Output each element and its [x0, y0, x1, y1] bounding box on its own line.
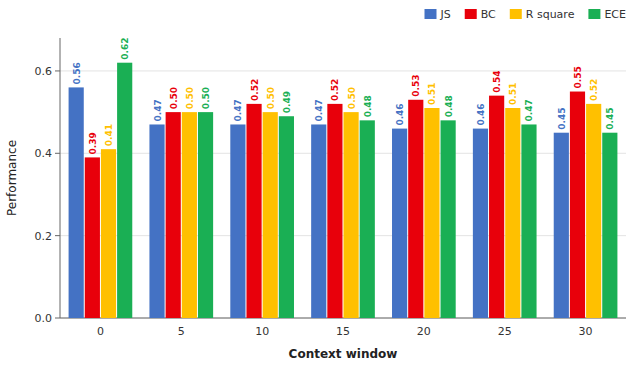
- y-axis-line: [60, 38, 61, 318]
- data-label: 0.55: [573, 66, 583, 88]
- bar: [198, 112, 213, 318]
- data-label: 0.50: [347, 87, 357, 109]
- data-label: 0.53: [411, 75, 421, 97]
- bar: [521, 124, 536, 318]
- data-label: 0.52: [330, 79, 340, 101]
- bar: [586, 104, 601, 318]
- x-tick-label: 25: [498, 325, 512, 338]
- legend-item: JS: [425, 8, 451, 21]
- data-label: 0.48: [363, 95, 373, 117]
- y-tick: [55, 235, 60, 236]
- data-label: 0.50: [201, 87, 211, 109]
- data-label: 0.51: [508, 83, 518, 105]
- data-label: 0.47: [153, 99, 163, 121]
- x-axis-title: Context window: [289, 347, 398, 361]
- legend-swatch: [510, 9, 522, 19]
- y-tick: [55, 153, 60, 154]
- bar: [505, 108, 520, 318]
- data-label: 0.47: [314, 99, 324, 121]
- data-label: 0.48: [444, 95, 454, 117]
- legend-swatch: [465, 9, 477, 19]
- y-tick-label: 0.4: [35, 147, 53, 160]
- axes: 0.0 0.2 0.4 0.6 0 5 10 15 20 25 30: [35, 38, 627, 338]
- legend-item: R square: [510, 8, 575, 21]
- bar: [166, 112, 181, 318]
- bar: [392, 129, 407, 318]
- x-axis-line: [60, 318, 626, 319]
- bar: [602, 133, 617, 318]
- legend-label: ECE: [604, 8, 626, 21]
- y-tick-label: 0.0: [35, 312, 53, 325]
- bar: [149, 124, 164, 318]
- data-label: 0.49: [282, 91, 292, 113]
- bar: [441, 120, 456, 318]
- bar: [554, 133, 569, 318]
- data-label: 0.52: [250, 79, 260, 101]
- bar: [311, 124, 326, 318]
- legend: JS BC R square ECE: [425, 8, 627, 21]
- bar: [230, 124, 245, 318]
- chart: 0.0 0.2 0.4 0.6 0 5 10 15 20 25 30 0.56 0.47 0.47 0.47…: [0, 0, 640, 370]
- bar: [570, 92, 585, 318]
- bar: [246, 104, 261, 318]
- data-label: 0.52: [589, 79, 599, 101]
- y-tick: [55, 70, 60, 71]
- x-tick-label: 10: [255, 325, 269, 338]
- legend-label: R square: [526, 8, 575, 21]
- bar: [489, 96, 504, 318]
- data-label: 0.41: [104, 124, 114, 146]
- bar: [279, 116, 294, 318]
- data-label: 0.50: [185, 87, 195, 109]
- data-label: 0.50: [266, 87, 276, 109]
- legend-swatch: [425, 9, 437, 19]
- data-label: 0.47: [233, 99, 243, 121]
- data-label: 0.46: [476, 103, 486, 125]
- grid-line: [60, 70, 626, 71]
- bar: [263, 112, 278, 318]
- y-tick: [55, 318, 60, 319]
- y-tick-label: 0.6: [35, 65, 53, 78]
- bar: [69, 87, 84, 318]
- bars: [69, 63, 618, 318]
- data-label: 0.56: [72, 62, 82, 84]
- bar: [182, 112, 197, 318]
- legend-label: BC: [481, 8, 496, 21]
- y-axis-title: Performance: [5, 140, 19, 216]
- legend-label: JS: [440, 8, 451, 21]
- data-label: 0.39: [88, 132, 98, 154]
- grid-line: [60, 153, 626, 154]
- x-tick-label: 15: [336, 325, 350, 338]
- legend-item: BC: [465, 8, 496, 21]
- y-tick-label: 0.2: [35, 230, 53, 243]
- legend-swatch: [588, 9, 600, 19]
- bar: [408, 100, 423, 318]
- x-tick-label: 5: [178, 325, 185, 338]
- data-label: 0.45: [605, 107, 615, 129]
- data-label: 0.45: [557, 107, 567, 129]
- data-labels: 0.56 0.47 0.47 0.47 0.46 0.46 0.45 0.39 0.50 0.52…: [72, 37, 616, 154]
- bar: [344, 112, 359, 318]
- bar: [101, 149, 116, 318]
- data-label: 0.54: [492, 70, 502, 92]
- data-label: 0.46: [395, 103, 405, 125]
- grid-line: [60, 235, 626, 236]
- grid: [60, 71, 626, 318]
- grid-line: [60, 318, 626, 319]
- bar: [85, 157, 100, 318]
- data-label: 0.47: [524, 99, 534, 121]
- bar: [424, 108, 439, 318]
- bar: [117, 63, 132, 318]
- x-tick-label: 20: [417, 325, 431, 338]
- data-label: 0.51: [427, 83, 437, 105]
- bar: [473, 129, 488, 318]
- data-label: 0.62: [120, 37, 130, 59]
- data-label: 0.50: [169, 87, 179, 109]
- x-tick-label: 0: [97, 325, 104, 338]
- bar: [360, 120, 375, 318]
- bar: [327, 104, 342, 318]
- legend-item: ECE: [588, 8, 626, 21]
- x-tick-label: 30: [579, 325, 593, 338]
